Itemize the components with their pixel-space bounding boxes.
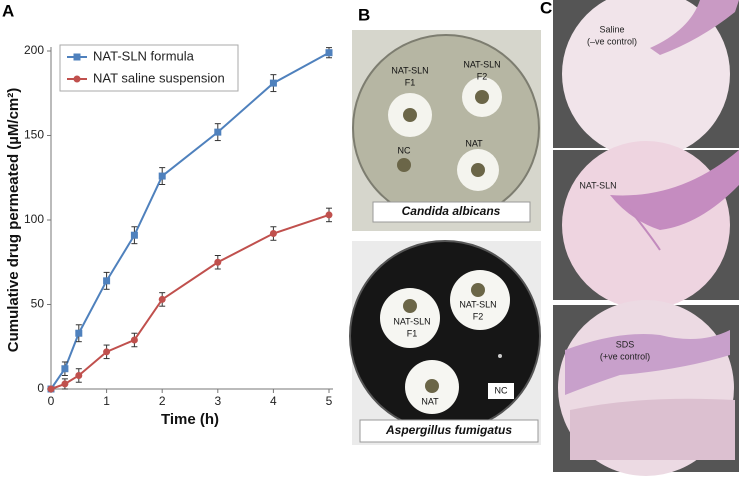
photo-candida: NAT-SLN F1 NAT-SLN F2 NC NAT Candida alb… — [352, 30, 541, 231]
data-point — [130, 336, 138, 344]
x-axis-label: Time (h) — [161, 411, 219, 428]
well-label: NAT-SLN — [393, 316, 430, 326]
legend-marker — [73, 75, 81, 83]
panel-label: B — [358, 5, 370, 24]
data-point — [214, 258, 222, 266]
legend-label: NAT-SLN formula — [93, 48, 195, 63]
well-label: NAT — [421, 396, 439, 406]
x-tick-label: 4 — [270, 394, 277, 408]
data-point — [103, 348, 111, 356]
y-tick-label: 0 — [37, 381, 44, 395]
series-line — [50, 213, 330, 390]
legend-label: NAT saline suspension — [93, 70, 225, 85]
micrograph-nat-sln: NAT-SLN — [553, 141, 739, 309]
y-tick-label: 50 — [31, 297, 45, 311]
data-point — [75, 371, 83, 379]
micrograph-label: Saline — [599, 24, 624, 34]
photo-caption: Aspergillus fumigatus — [385, 423, 512, 437]
panel-label: A — [2, 1, 14, 20]
y-tick-label: 150 — [24, 128, 44, 142]
micrograph-sds: SDS (+ve control) — [553, 300, 739, 476]
data-point — [269, 79, 277, 87]
data-point — [61, 365, 69, 373]
data-point — [130, 231, 138, 239]
well-label: F1 — [405, 77, 416, 87]
data-point — [61, 380, 69, 388]
x-tick-label: 3 — [214, 394, 221, 408]
y-tick-label: 200 — [24, 43, 44, 57]
data-point — [325, 49, 333, 57]
y-axis-label: Cumulative drug permeated (µM/cm²) — [5, 88, 22, 353]
data-point — [269, 230, 277, 238]
y-tick-label: 100 — [24, 212, 44, 226]
micrograph-label: (+ve control) — [600, 351, 650, 361]
x-tick-label: 5 — [326, 394, 333, 408]
well-label: NC — [398, 145, 411, 155]
well-label: F2 — [473, 311, 484, 321]
well-label: NAT — [465, 138, 483, 148]
x-tick-label: 2 — [159, 394, 166, 408]
micrograph-saline: Saline (–ve control) — [553, 0, 739, 158]
legend-marker — [73, 53, 81, 61]
x-tick-label: 0 — [48, 394, 55, 408]
photo-caption: Candida albicans — [402, 204, 501, 218]
well-label: NAT-SLN — [459, 299, 496, 309]
panel-label: C — [540, 0, 552, 17]
micrograph-label: NAT-SLN — [579, 180, 616, 190]
well-label: NAT-SLN — [463, 59, 500, 69]
well-label: NAT-SLN — [391, 65, 428, 75]
well-label: NC — [495, 385, 508, 395]
micrograph-label: SDS — [616, 339, 635, 349]
data-point — [325, 211, 333, 219]
well-label: F2 — [477, 71, 488, 81]
micrograph-label: (–ve control) — [587, 36, 637, 46]
x-tick-label: 1 — [103, 394, 110, 408]
legend-box — [59, 44, 239, 92]
data-point — [158, 295, 166, 303]
well-label: F1 — [407, 328, 418, 338]
photo-aspergillus: NAT-SLN F1 NAT-SLN F2 NAT NC Aspergillus… — [349, 240, 541, 445]
series-line — [50, 51, 330, 390]
data-point — [103, 277, 111, 285]
data-point — [75, 329, 83, 337]
data-point — [47, 385, 55, 393]
data-point — [158, 172, 166, 180]
data-point — [214, 128, 222, 136]
